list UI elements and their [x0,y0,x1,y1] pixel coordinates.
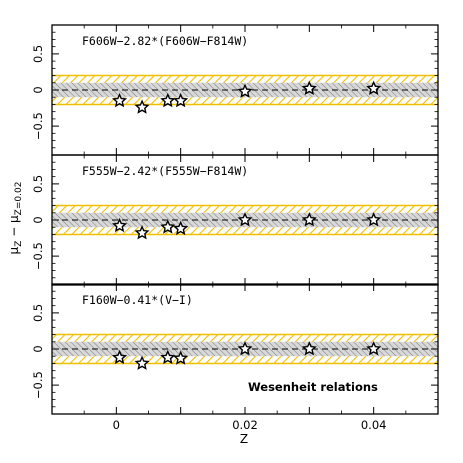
data-point [160,219,176,234]
data-point [366,80,382,95]
data-point [112,92,128,108]
panel-label: F160W−0.41*(V−I) [82,293,193,307]
x-tick-label: 0.02 [232,418,258,432]
data-point [301,212,317,227]
y-tick-label: 0.5 [31,304,45,322]
y-axis-title: μZ − μZ=0.02 [7,182,24,255]
data-point [134,99,150,114]
data-point [366,212,382,227]
x-axis-title: Z [240,432,248,446]
data-point [173,220,189,236]
data-point [134,225,150,240]
x-tick-label: 0.04 [361,418,387,432]
data-point [301,341,317,356]
annotation: Wesenheit relations [248,380,378,394]
y-tick-label: 0.5 [31,175,45,193]
panel-label: F555W−2.42*(F555W−F814W) [82,164,248,178]
data-point [237,341,253,356]
y-title-main-sub: Z [14,241,24,247]
data-point [366,341,382,356]
data-point [237,212,253,227]
data-point [134,355,150,370]
panel-label: F606W−2.82*(F606W−F814W) [82,34,248,48]
data-point [160,349,176,365]
y-tick-label: −0.5 [31,371,45,399]
y-tick-label: −0.5 [31,242,45,270]
data-point [112,217,128,233]
y-title-main: μ [7,246,21,254]
panel-3: −0.5 0 0.5 F160W−0.41*(V−I) Wesenheit relati… [31,283,439,415]
data-point [160,92,176,108]
panels: −0.5 0 0.5 F606W−2.82*(F606W−F814W) −0.5 0 0.5… [31,24,439,415]
y-tick-label: 0 [31,216,45,223]
panel-2: −0.5 0 0.5 F555W−2.42*(F555W−F814W) [31,154,439,286]
data-point [237,83,253,98]
panel-1: −0.5 0 0.5 F606W−2.82*(F606W−F814W) [31,24,439,156]
data-point [173,350,189,365]
y-title-minus: − [7,223,21,241]
data-point [301,80,317,95]
y-tick-label: 0.5 [31,45,45,63]
svg-text:μZ − μZ=0.02: μZ − μZ=0.02 [7,182,24,255]
y-title-ref-sub: Z=0.02 [14,182,24,216]
data-point [173,92,189,108]
y-tick-label: 0 [31,86,45,93]
y-tick-label: 0 [31,345,45,352]
y-tick-label: −0.5 [31,112,45,140]
y-title-ref: μ [7,215,21,223]
x-tick-label: 0 [113,418,120,432]
x-axis: 0 0.02 0.04 [113,418,387,432]
data-point [112,349,128,365]
